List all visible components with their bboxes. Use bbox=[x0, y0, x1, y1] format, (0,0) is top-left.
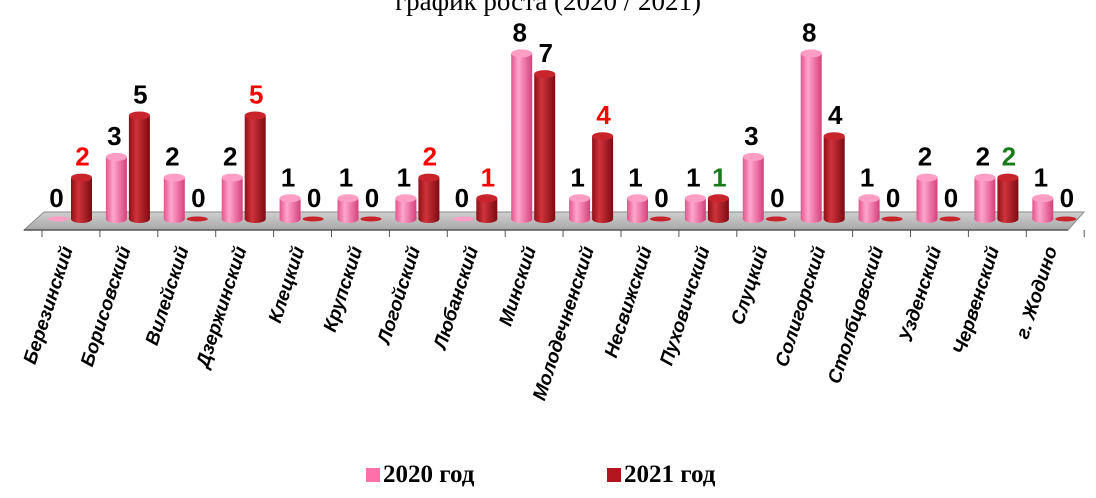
bar-2021-17 bbox=[1055, 216, 1077, 222]
x-tick-label: Вилейский bbox=[142, 244, 194, 348]
legend-swatch-2020 bbox=[366, 468, 380, 482]
data-label-2020-6: 1 bbox=[397, 162, 411, 192]
data-label-2021-8: 7 bbox=[538, 38, 552, 68]
bar-2021-12 bbox=[765, 216, 787, 222]
x-tick-label: Пуховичский bbox=[656, 244, 714, 369]
data-label-2021-2: 0 bbox=[191, 183, 205, 213]
x-tick-label: г. Жодино bbox=[1012, 244, 1062, 342]
bar-2021-11 bbox=[707, 194, 729, 223]
bar-2021-15 bbox=[939, 216, 961, 222]
bar-2021-9 bbox=[592, 132, 614, 223]
data-label-2021-16: 2 bbox=[1002, 142, 1016, 172]
data-label-2021-1: 5 bbox=[133, 80, 147, 110]
data-label-2020-11: 1 bbox=[686, 162, 700, 192]
data-label-2020-10: 1 bbox=[628, 162, 642, 192]
x-tick-label: Любанский bbox=[430, 244, 484, 354]
bar-2020-10 bbox=[627, 194, 648, 223]
bar-2020-5 bbox=[337, 194, 359, 223]
bar-2021-1 bbox=[128, 111, 150, 223]
bar-2021-3 bbox=[244, 111, 266, 223]
data-label-2021-4: 0 bbox=[307, 183, 321, 213]
bar-2020-12 bbox=[742, 152, 764, 223]
x-tick-label: Солигорский bbox=[772, 244, 831, 370]
data-label-2020-12: 3 bbox=[744, 121, 758, 151]
data-label-2020-3: 2 bbox=[223, 142, 237, 172]
x-tick-label: Столбцовский bbox=[824, 244, 888, 387]
bar-2020-16 bbox=[974, 173, 996, 223]
legend-label-2021: 2021 год bbox=[624, 461, 716, 488]
bar-2020-9 bbox=[569, 194, 591, 223]
data-label-2020-0: 0 bbox=[49, 183, 63, 213]
bar-2020-7 bbox=[453, 216, 475, 222]
bar-2020-4 bbox=[279, 194, 301, 223]
data-label-2020-7: 0 bbox=[455, 183, 469, 213]
bar-2021-0 bbox=[71, 173, 92, 223]
bar-2021-10 bbox=[650, 216, 671, 222]
legend-label-2020: 2020 год bbox=[383, 461, 475, 488]
data-label-2021-15: 0 bbox=[944, 183, 958, 213]
bar-2020-14 bbox=[858, 194, 880, 223]
x-tick-label: Логойский bbox=[373, 244, 425, 349]
x-tick-label: Клецкий bbox=[265, 244, 309, 326]
x-tick-label: Крупский bbox=[320, 244, 367, 335]
data-label-2021-5: 0 bbox=[365, 183, 379, 213]
x-tick-label: Червенский bbox=[950, 244, 1005, 357]
data-label-2021-17: 0 bbox=[1060, 183, 1074, 213]
legend-item-2021: 2021 год bbox=[607, 461, 715, 489]
bar-2020-8 bbox=[511, 49, 533, 223]
data-label-2021-10: 0 bbox=[654, 183, 668, 213]
x-tick-label: Минский bbox=[496, 244, 542, 329]
bar-2020-13 bbox=[800, 49, 822, 223]
bar-2020-3 bbox=[221, 173, 243, 223]
data-label-2020-8: 8 bbox=[512, 17, 526, 47]
data-label-2020-9: 1 bbox=[570, 162, 584, 192]
data-label-2020-1: 3 bbox=[107, 121, 121, 151]
bar-2020-6 bbox=[395, 194, 417, 223]
bar-2020-15 bbox=[916, 173, 938, 223]
bar-2021-13 bbox=[823, 132, 845, 223]
data-label-2021-13: 4 bbox=[828, 100, 843, 130]
x-tick-label: Борисовский bbox=[77, 244, 136, 370]
data-label-2020-4: 1 bbox=[281, 162, 295, 192]
data-label-2020-17: 1 bbox=[1034, 162, 1048, 192]
data-label-2021-14: 0 bbox=[886, 183, 900, 213]
data-label-2020-14: 1 bbox=[860, 162, 874, 192]
bar-2020-0 bbox=[48, 216, 69, 222]
bar-2021-16 bbox=[997, 173, 1019, 223]
bar-2021-6 bbox=[418, 173, 440, 223]
data-label-2020-16: 2 bbox=[976, 142, 990, 172]
legend-item-2020: 2020 год bbox=[366, 461, 474, 489]
x-tick-label: Березинский bbox=[20, 244, 78, 367]
data-label-2020-15: 2 bbox=[918, 142, 932, 172]
bar-2021-2 bbox=[186, 216, 208, 222]
x-tick-label: Несвижский bbox=[601, 244, 657, 361]
x-tick-label: Узденский bbox=[896, 244, 947, 345]
bar-2021-8 bbox=[534, 70, 556, 223]
x-tick-label: Слуцкий bbox=[728, 244, 773, 328]
bar-2020-11 bbox=[684, 194, 706, 223]
bar-2021-5 bbox=[360, 216, 382, 222]
x-tick-label: Молодечненский bbox=[529, 244, 599, 403]
data-label-2021-6: 2 bbox=[423, 142, 437, 172]
bar-2021-14 bbox=[881, 216, 903, 222]
data-label-2020-2: 2 bbox=[165, 142, 179, 172]
bar-2020-1 bbox=[105, 152, 127, 223]
data-label-2020-5: 1 bbox=[339, 162, 353, 192]
data-label-2021-0: 2 bbox=[75, 142, 89, 172]
chart-title: график роста (2020 / 2021) bbox=[395, 0, 701, 16]
data-label-2021-12: 0 bbox=[770, 183, 784, 213]
bar-2020-2 bbox=[163, 173, 185, 223]
data-label-2020-13: 8 bbox=[802, 17, 816, 47]
legend-swatch-2021 bbox=[607, 468, 621, 482]
x-tick-label: Дзержинский bbox=[192, 244, 252, 372]
data-label-2021-9: 4 bbox=[596, 100, 611, 130]
data-label-2021-3: 5 bbox=[249, 80, 263, 110]
bar-2021-7 bbox=[476, 194, 498, 223]
bar-2021-4 bbox=[302, 216, 324, 222]
bar-2020-17 bbox=[1032, 194, 1054, 223]
data-label-2021-7: 1 bbox=[481, 162, 495, 192]
data-label-2021-11: 1 bbox=[712, 162, 726, 192]
